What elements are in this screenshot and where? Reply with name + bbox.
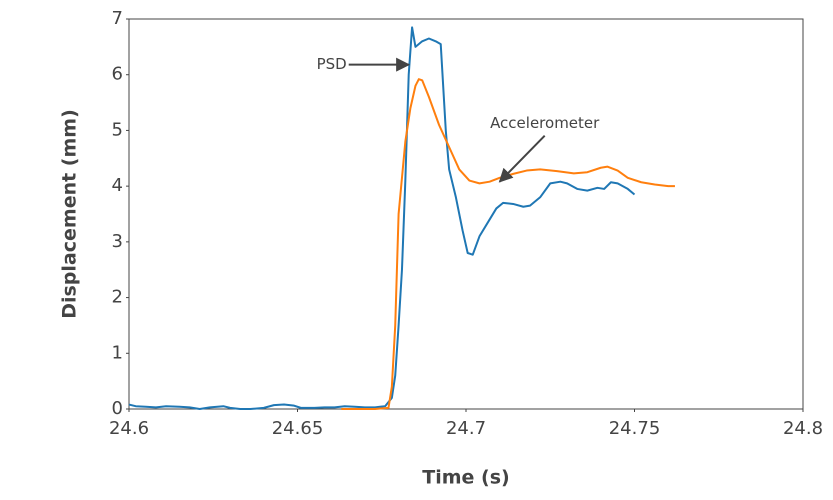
line-series — [128, 26, 636, 410]
annotation-text: PSD — [317, 55, 347, 73]
x-tick-label: 24.7 — [446, 418, 486, 439]
plot-frame — [128, 18, 804, 410]
x-tick-label: 24.75 — [609, 418, 661, 439]
annotation-arrow — [498, 134, 546, 183]
y-tick-label: 3 — [112, 231, 123, 252]
y-tick-label: 0 — [112, 398, 123, 419]
y-axis-title: Displacement (mm) — [59, 109, 81, 319]
x-tick-label: 24.65 — [272, 418, 324, 439]
y-tick-label: 1 — [112, 342, 123, 363]
y-tick-label: 6 — [112, 64, 123, 85]
line-series — [341, 78, 675, 410]
y-tick-label: 2 — [112, 287, 123, 308]
x-tick-label: 24.6 — [109, 418, 149, 439]
y-tick-label: 5 — [112, 119, 123, 140]
y-tick-label: 7 — [112, 8, 123, 29]
y-tick-label: 4 — [112, 175, 123, 196]
x-tick-label: 24.8 — [783, 418, 823, 439]
annotation-text: Accelerometer — [490, 114, 600, 132]
x-axis-title: Time (s) — [422, 467, 509, 489]
